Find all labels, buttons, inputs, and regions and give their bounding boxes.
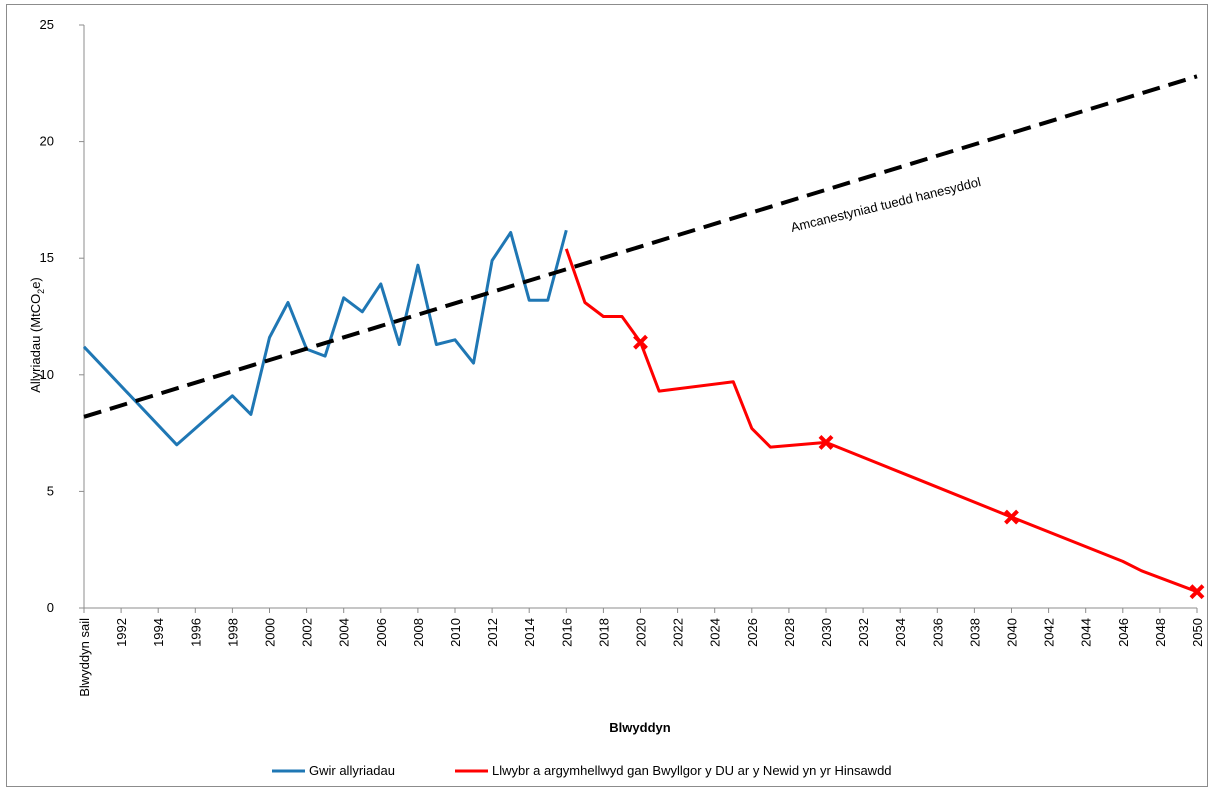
x-tick-label: 2020 <box>634 618 649 647</box>
x-tick-label: 2032 <box>856 618 871 647</box>
markers-layer <box>633 334 1205 600</box>
y-tick-label: 15 <box>40 250 54 265</box>
x-tick-label: 2024 <box>708 618 723 647</box>
recommended-pathway-line <box>564 248 1198 594</box>
x-tick-label: 2028 <box>782 618 797 647</box>
y-axis-title-end: e) <box>28 277 43 289</box>
x-axis-ticks: Blwyddyn sail 1992 1994 1996 1998 2000 2002 200… <box>77 608 1205 697</box>
historical-trend-line <box>83 74 1198 419</box>
x-tick-label: 2034 <box>893 618 908 647</box>
x-tick-label: 1998 <box>225 618 240 647</box>
x-tick-label: 2008 <box>411 618 426 647</box>
x-tick-label: 2004 <box>337 618 352 647</box>
x-tick-label: 2014 <box>522 618 537 647</box>
chart-frame <box>6 4 1208 787</box>
actual-emissions-line <box>82 229 568 447</box>
x-tick-label: 2002 <box>300 618 315 647</box>
x-tick-label: Blwyddyn sail <box>77 618 92 697</box>
x-tick-label: 1994 <box>151 618 166 647</box>
y-axis-title-sub: 2 <box>36 289 46 294</box>
x-tick-label: 2006 <box>374 618 389 647</box>
x-tick-label: 2030 <box>819 618 834 647</box>
y-tick-label: 20 <box>40 134 54 149</box>
x-tick-label: 2038 <box>967 618 982 647</box>
x-tick-label: 2044 <box>1079 618 1094 647</box>
y-axis-title: Allyriadau (MtCO2e) <box>28 277 46 393</box>
y-tick-label: 5 <box>47 483 54 498</box>
pathway-marker <box>1004 509 1019 525</box>
x-tick-label: 2050 <box>1190 618 1205 647</box>
legend-label-actual: Gwir allyriadau <box>309 763 395 778</box>
x-tick-label: 2012 <box>485 618 500 647</box>
x-tick-label: 1996 <box>188 618 203 647</box>
x-tick-label: 2036 <box>930 618 945 647</box>
x-tick-label: 2016 <box>559 618 574 647</box>
legend-label-pathway: Llwybr a argymhellwyd gan Bwyllgor y DU … <box>492 763 892 778</box>
x-tick-label: 1992 <box>114 618 129 647</box>
x-tick-label: 2048 <box>1153 618 1168 647</box>
x-tick-label: 2018 <box>596 618 611 647</box>
pathway-marker <box>1189 584 1205 600</box>
x-tick-label: 2046 <box>1116 618 1131 647</box>
y-tick-label: 25 <box>40 17 54 32</box>
x-tick-label: 2000 <box>263 618 278 647</box>
legend: Gwir allyriadau Llwybr a argymhellwyd ga… <box>272 763 892 778</box>
y-tick-label: 10 <box>40 367 54 382</box>
x-tick-label: 2042 <box>1042 618 1057 647</box>
y-tick-label: 0 <box>47 600 54 615</box>
x-axis-title: Blwyddyn <box>609 720 670 735</box>
x-tick-label: 2040 <box>1005 618 1020 647</box>
y-axis-title-main: Allyriadau (MtCO <box>28 294 43 393</box>
y-axis-ticks: 0 5 10 15 20 25 <box>40 17 84 615</box>
trend-annotation: Amcanestyniad tuedd hanesyddol <box>789 174 982 235</box>
x-tick-label: 2022 <box>671 618 686 647</box>
series-layer <box>82 74 1198 594</box>
x-tick-label: 2026 <box>745 618 760 647</box>
x-tick-label: 2010 <box>448 618 463 647</box>
pathway-marker <box>633 334 648 350</box>
pathway-marker <box>818 435 834 450</box>
axes <box>83 25 1197 609</box>
